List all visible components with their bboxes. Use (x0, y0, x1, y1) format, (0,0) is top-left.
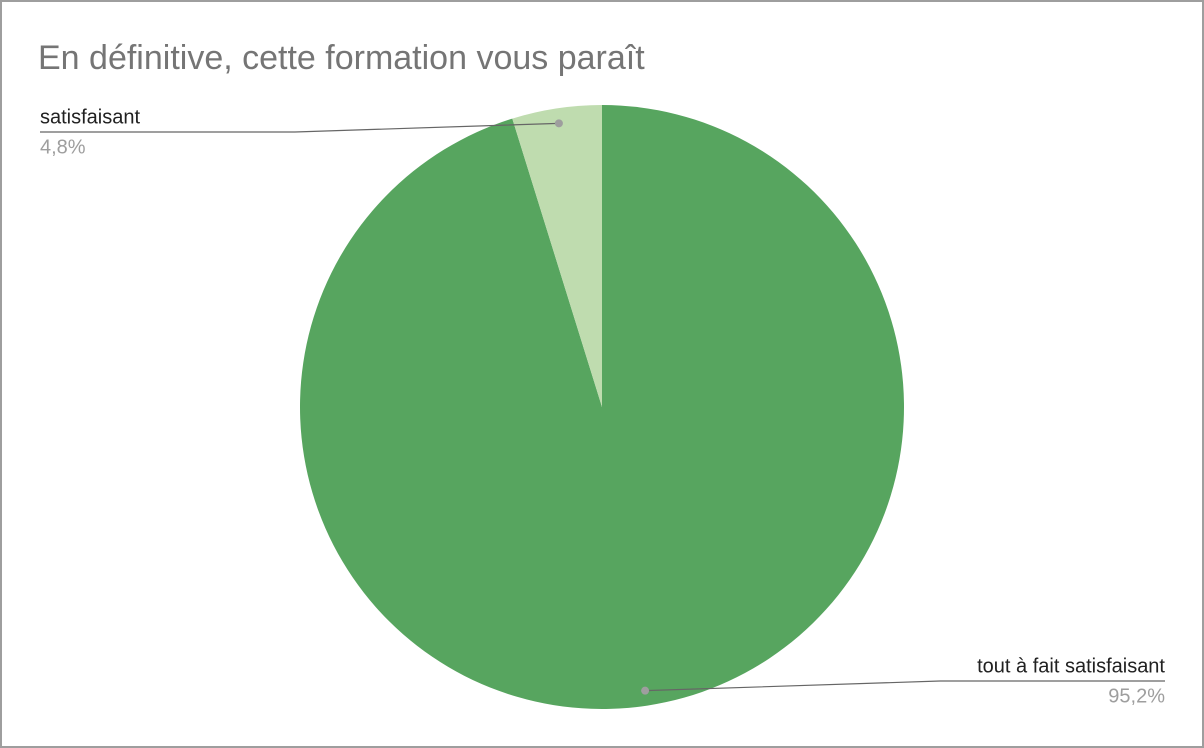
slice-value-label: 4,8% (40, 136, 86, 158)
leader-dot (554, 119, 563, 128)
slice-label: tout à fait satisfaisant (977, 655, 1165, 677)
leader-line (645, 680, 1165, 692)
slice-value-label: 95,2% (1108, 685, 1165, 707)
leader-line (40, 122, 559, 133)
pie-slice (512, 105, 602, 407)
slice-label: satisfaisant (40, 106, 140, 128)
chart-title: En définitive, cette formation vous para… (38, 39, 645, 77)
leader-dot (641, 686, 650, 695)
